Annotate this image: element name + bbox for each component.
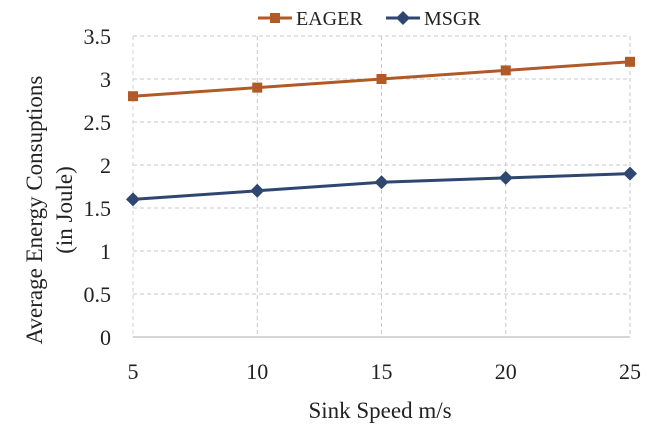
x-tick-label: 10 — [246, 359, 268, 384]
y-tick-labels: 0 0.5 1 1.5 2 2.5 3 3.5 — [84, 24, 112, 350]
legend-label-msgr: MSGR — [424, 8, 481, 30]
x-axis-title: Sink Speed m/s — [308, 398, 451, 423]
data-point-eager — [625, 56, 635, 67]
data-point-msgr — [250, 183, 265, 198]
data-point-eager — [500, 65, 511, 76]
x-tick-label: 20 — [495, 359, 517, 384]
y-axis-title-line-2: (in Joule) — [52, 166, 77, 254]
y-axis-title: Average Energy Consuptions (in Joule) — [22, 76, 77, 345]
data-point-msgr — [623, 166, 637, 181]
data-point-msgr — [498, 170, 513, 185]
axes — [132, 36, 630, 338]
legend-marker-msgr — [396, 11, 410, 25]
data-point-eager — [252, 82, 263, 93]
x-tick-label: 15 — [371, 359, 393, 384]
y-tick-label: 1 — [100, 239, 111, 264]
y-tick-label: 0 — [100, 325, 111, 350]
data-point-msgr — [374, 175, 389, 190]
x-tick-labels: 5 10 15 20 25 — [128, 359, 642, 384]
y-tick-label: 3.5 — [84, 24, 112, 49]
y-tick-label: 1.5 — [84, 196, 112, 221]
series — [126, 56, 637, 207]
x-tick-label: 25 — [619, 359, 641, 384]
data-point-msgr — [126, 192, 140, 207]
data-point-eager — [376, 74, 387, 84]
y-tick-label: 2.5 — [84, 110, 112, 135]
legend-label-eager: EAGER — [296, 8, 363, 30]
x-tick-label: 5 — [128, 359, 139, 384]
y-tick-label: 2 — [100, 153, 111, 178]
legend: EAGER MSGR — [258, 8, 481, 30]
y-axis-title-line-1: Average Energy Consuptions — [22, 76, 47, 345]
data-point-eager — [128, 91, 138, 102]
legend-marker-eager — [270, 13, 280, 23]
y-tick-label: 0.5 — [84, 282, 112, 307]
y-tick-label: 3 — [100, 67, 111, 92]
